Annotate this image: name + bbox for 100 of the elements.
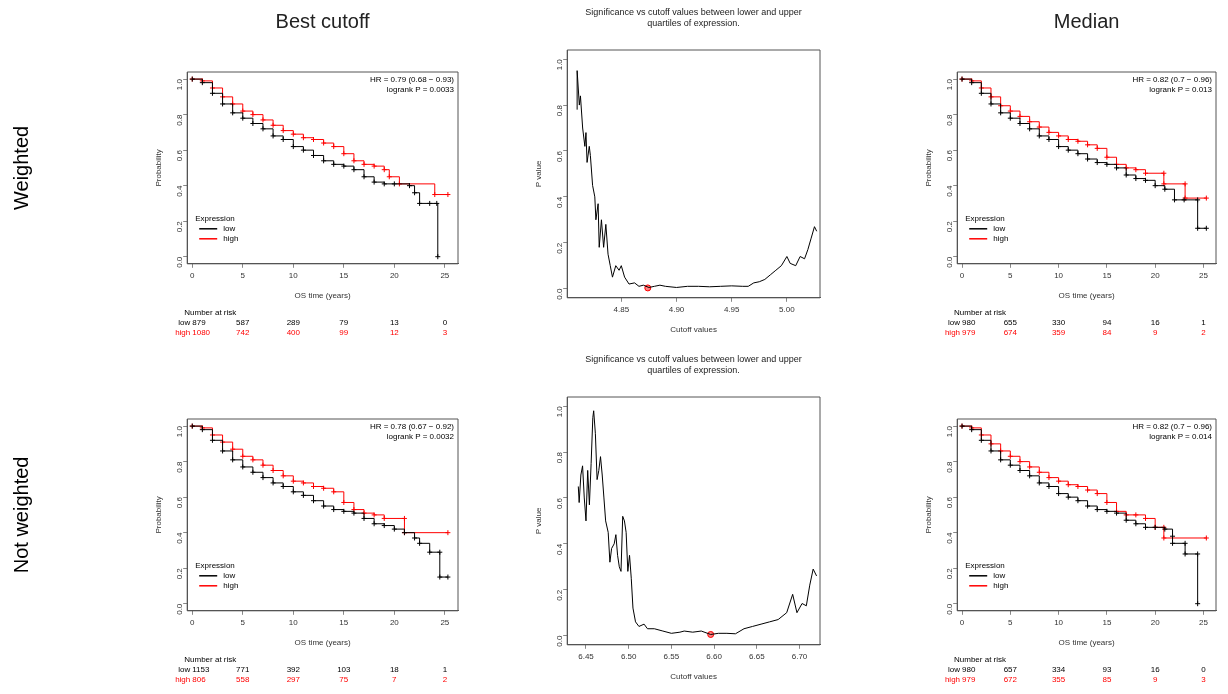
y-tick-label: 1.0 [175, 78, 185, 91]
legend-label: low [223, 571, 236, 580]
x-tick-label: 15 [339, 617, 349, 627]
text: high 979 674 359 84 9 2 [944, 328, 1206, 338]
x-tick-label: 4.85 [613, 304, 630, 314]
y-tick-label: 0.0 [175, 256, 185, 268]
y-tick-label: 0.8 [945, 114, 955, 126]
y-tick-label: 0.0 [555, 635, 565, 647]
y-axis-title: P value [534, 160, 543, 188]
y-tick-label: 0.6 [175, 149, 185, 162]
text: Number at risk [954, 655, 1008, 665]
x-axis-title: OS time (years) [294, 291, 351, 301]
x-tick-label: 20 [389, 270, 400, 280]
text: low 980 655 330 94 16 1 [948, 318, 1206, 328]
x-tick-label: 0 [959, 270, 965, 280]
x-tick-label: 15 [1102, 270, 1112, 280]
legend-label: high [223, 234, 239, 243]
annotation: HR = 0.82 (0.7 − 0.96) [1132, 422, 1213, 432]
x-tick-label: 20 [1150, 270, 1161, 280]
x-axis-title: Cutoff values [670, 325, 717, 335]
legend-title: Expression [965, 561, 1005, 570]
y-tick-label: 0.4 [175, 532, 185, 544]
y-tick-label: 0.6 [945, 496, 955, 509]
y-tick-label: 1.0 [175, 425, 185, 438]
y-tick-label: 0.0 [555, 288, 565, 300]
text: high 1080 742 400 99 12 3 [175, 328, 448, 338]
legend-label: low [223, 224, 236, 233]
annotation: logrank P = 0.013 [1149, 85, 1213, 95]
y-tick-label: 0.6 [175, 496, 185, 509]
legend-label: high [993, 234, 1009, 243]
x-tick-label: 10 [288, 270, 299, 280]
text: low 1153 771 392 103 18 1 [178, 665, 448, 675]
x-tick-label: 20 [389, 617, 400, 627]
y-tick-label: 0.8 [175, 461, 185, 473]
y-tick-label: 0.2 [945, 567, 955, 580]
x-tick-label: 6.70 [791, 651, 808, 661]
legend-title: Expression [195, 214, 235, 223]
y-tick-label: 0.4 [175, 185, 185, 197]
y-tick-label: 1.0 [555, 58, 565, 71]
x-tick-label: 5 [240, 617, 246, 627]
text: Weighted [9, 125, 32, 210]
x-axis-title: OS time (years) [294, 638, 351, 648]
y-tick-label: 0.6 [555, 497, 565, 510]
y-tick-label: 0.4 [555, 196, 565, 208]
y-axis-title: P value [534, 507, 543, 535]
x-tick-label: 5 [1008, 270, 1014, 280]
x-tick-label: 0 [190, 270, 196, 280]
chart-title: Best cutoff [275, 9, 371, 32]
y-tick-label: 0.0 [175, 603, 185, 615]
chart-title: Significance vs cutoff values between lower and upper quartiles of expression. [585, 353, 802, 375]
x-tick-label: 6.55 [663, 651, 680, 661]
y-tick-label: 0.6 [945, 149, 955, 162]
x-axis-title: OS time (years) [1058, 291, 1115, 301]
y-tick-label: 0.2 [555, 242, 565, 254]
x-tick-label: 5 [240, 270, 246, 280]
x-tick-label: 5.00 [779, 304, 796, 314]
x-tick-label: 0 [959, 617, 965, 627]
text: Number at risk [954, 308, 1008, 318]
annotation: HR = 0.78 (0.67 − 0.92) [369, 422, 455, 432]
annotation: logrank P = 0.0033 [386, 85, 455, 95]
x-tick-label: 25 [440, 270, 450, 280]
y-tick-label: 0.0 [945, 603, 955, 615]
x-tick-label: 4.90 [668, 304, 685, 314]
y-tick-label: 0.2 [945, 220, 955, 233]
x-tick-label: 10 [1054, 270, 1064, 280]
x-tick-label: 4.95 [723, 304, 741, 314]
legend-label: high [223, 581, 239, 590]
text: Number at risk [184, 308, 238, 318]
y-tick-label: 1.0 [945, 425, 955, 438]
y-tick-label: 0.0 [945, 256, 955, 268]
text: low 980 657 334 93 16 0 [948, 665, 1206, 675]
legend-label: low [993, 224, 1006, 233]
y-tick-label: 0.4 [945, 532, 955, 544]
x-tick-label: 6.65 [749, 651, 766, 661]
annotation: HR = 0.79 (0.68 − 0.93) [369, 75, 455, 85]
text: Not weighted [9, 456, 32, 574]
y-tick-label: 0.6 [555, 150, 565, 163]
y-tick-label: 0.4 [555, 543, 565, 555]
x-tick-label: 0 [190, 617, 196, 627]
x-axis-title: Cutoff values [670, 672, 717, 682]
x-tick-label: 10 [1054, 617, 1064, 627]
legend-label: low [993, 571, 1006, 580]
x-tick-label: 20 [1150, 617, 1161, 627]
annotation: logrank P = 0.014 [1149, 432, 1213, 442]
x-tick-label: 10 [288, 617, 299, 627]
x-tick-label: 15 [339, 270, 349, 280]
legend-label: high [993, 581, 1009, 590]
x-tick-label: 25 [1198, 270, 1209, 280]
x-tick-label: 15 [1102, 617, 1112, 627]
legend-title: Expression [195, 561, 235, 570]
x-tick-label: 25 [1198, 617, 1209, 627]
x-tick-label: 6.45 [578, 651, 595, 661]
y-tick-label: 0.2 [175, 567, 185, 580]
x-axis-title: OS time (years) [1058, 638, 1115, 648]
y-tick-label: 1.0 [945, 78, 955, 91]
x-tick-label: 25 [440, 617, 450, 627]
chart-title: Significance vs cutoff values between lower and upper quartiles of expression. [585, 6, 802, 28]
x-tick-label: 5 [1008, 617, 1014, 627]
x-tick-label: 6.50 [620, 651, 638, 661]
y-axis-title: Probability [924, 149, 933, 187]
